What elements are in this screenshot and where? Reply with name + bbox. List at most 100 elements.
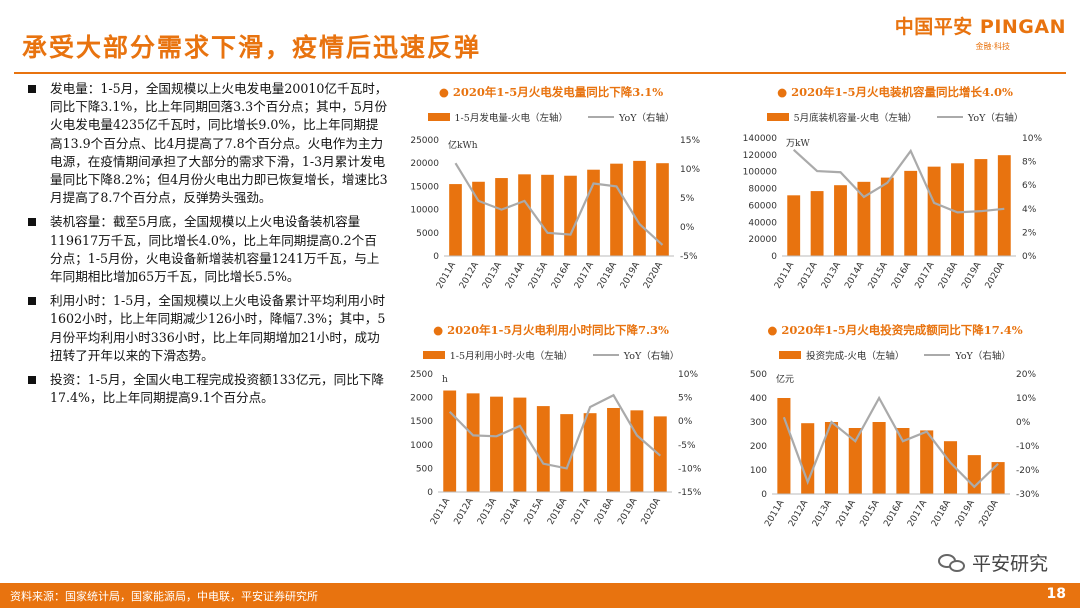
bar-2013A	[490, 396, 503, 492]
x-tick-label: 2020A	[984, 260, 1008, 291]
legend-bar: 1-5月利用小时-火电（左轴）	[422, 348, 573, 362]
bar-2020A	[656, 163, 669, 256]
bar-2017A	[583, 413, 597, 492]
y-tick-label: 500	[750, 370, 767, 380]
bar-2020A	[997, 155, 1011, 256]
chart-legend: 5月底装机容量-火电（左轴） YoY（右轴）	[730, 110, 1060, 124]
x-tick-label: 2018A	[596, 260, 620, 291]
bar-2013A	[834, 185, 847, 256]
y-tick-label: 400	[750, 394, 767, 404]
bar-2019A	[633, 160, 646, 256]
bar-2016A	[560, 414, 574, 492]
bar-2016A	[896, 428, 910, 494]
x-tick-label: 2012A	[453, 496, 477, 527]
legend-line-label: YoY（右轴）	[955, 351, 1011, 362]
y2-tick-label: -10%	[1016, 442, 1040, 452]
bullet-utilization-hours: 利用小时：1-5月，全国规模以上火电设备累计平均利用小时1602小时，比上年同期…	[28, 292, 388, 365]
chart-svg: 0 5000 10000 15000 20000 25000 -5% 0% 5% 10% 15% 亿k…	[410, 136, 700, 291]
bar-2017A	[927, 166, 941, 256]
bar-2019A	[630, 410, 644, 492]
chart-legend: 1-5月发电量-火电（左轴） YoY（右轴）	[396, 110, 706, 124]
bullet-marker-icon	[28, 85, 36, 93]
logo: 中国平安 PINGAN 金融·科技	[895, 12, 1066, 52]
y2-tick-label: 10%	[680, 165, 700, 175]
y-unit-label: 亿元	[776, 373, 794, 385]
x-tick-label: 2014A	[504, 260, 528, 291]
y2-tick-label: 0%	[1016, 418, 1031, 428]
x-tick-label: 2016A	[550, 260, 574, 291]
x-tick-label: 2020A	[978, 498, 1002, 529]
y-tick-label: 60000	[748, 201, 777, 211]
x-tick-label: 2011A	[763, 498, 787, 529]
bullet-installed-capacity: 装机容量：截至5月底，全国规模以上火电设备装机容量119617万千瓦，同比增长4…	[28, 213, 388, 286]
chart-title-text: 2020年1-5月火电发电量同比下降3.1%	[452, 85, 664, 99]
x-tick-label: 2013A	[481, 260, 505, 291]
x-tick-label: 2014A	[499, 496, 523, 527]
bar-2015A	[880, 177, 894, 256]
bar-2018A	[951, 163, 964, 256]
x-tick-label: 2018A	[930, 498, 954, 529]
y-tick-label: 0	[427, 488, 433, 498]
bar-2017A	[920, 430, 934, 494]
chart-power-generation: ● 2020年1-5月火电发电量同比下降3.1% 1-5月发电量-火电（左轴） …	[396, 84, 706, 294]
bar-2015A	[541, 174, 554, 256]
legend-line-swatch	[936, 116, 963, 118]
bullet-investment: 投资：1-5月，全国火电工程完成投资额133亿元，同比下降17.4%，比上年同期…	[28, 371, 388, 407]
y-tick-label: 200	[750, 442, 767, 452]
legend-bar-swatch	[427, 113, 450, 121]
source-note: 资料来源：国家统计局，国家能源局，中电联，平安证券研究所	[10, 590, 318, 603]
bar-2018A	[610, 163, 623, 256]
legend-line-label: YoY（右轴）	[623, 351, 680, 362]
y-tick-label: 20000	[410, 159, 439, 169]
x-tick-label: 2017A	[914, 260, 938, 291]
bullet-text: 发电量：1-5月，全国规模以上火电发电量20010亿千瓦时，同比下降3.1%，比…	[50, 81, 388, 206]
y2-tick-label: -10%	[678, 464, 702, 474]
yoy-line	[454, 162, 664, 246]
x-tick-label: 2020A	[642, 260, 666, 291]
y-tick-label: 1500	[410, 417, 433, 427]
bar-2020A	[653, 416, 667, 492]
y2-tick-label: 0%	[678, 417, 693, 427]
bullet-marker-icon	[28, 376, 36, 385]
legend-line: YoY（右轴）	[592, 348, 680, 362]
y-tick-label: 120000	[743, 151, 778, 161]
bar-2012A	[472, 181, 485, 256]
y2-tick-label: 0%	[680, 223, 695, 233]
header-divider	[14, 72, 1066, 74]
legend-bar: 1-5月发电量-火电（左轴）	[427, 110, 569, 124]
y-tick-label: 500	[416, 464, 433, 474]
legend-line: YoY（右轴）	[924, 348, 1011, 362]
x-tick-label: 2015A	[867, 260, 891, 291]
y2-tick-label: 10%	[1022, 134, 1042, 144]
chart-svg: 0 500 1000 1500 2000 2500 -15% -10% -5% 0% 5% 10% h 2…	[410, 370, 702, 527]
x-tick-label: 2018A	[937, 260, 961, 291]
chart-svg: 0 100 200 300 400 500 -30% -20% -10% 0% 10% 20% 亿元 20…	[750, 370, 1040, 529]
bar-2012A	[810, 191, 824, 256]
bar-2011A	[449, 184, 462, 256]
legend-line-swatch	[924, 354, 951, 356]
legend-bar-label: 1-5月发电量-火电（左轴）	[454, 113, 569, 124]
y-unit-label: 亿kWh	[448, 139, 478, 151]
x-tick-label: 2015A	[523, 496, 547, 527]
bar-2012A	[466, 393, 480, 492]
y-tick-label: 300	[750, 418, 767, 428]
y-tick-label: 1000	[410, 441, 433, 451]
yoy-line	[448, 393, 662, 470]
legend-bar-swatch	[779, 351, 802, 359]
y2-tick-label: 8%	[1022, 158, 1037, 168]
bar-2014A	[518, 174, 531, 256]
chart-title: ● 2020年1-5月火电投资完成额同比下降17.4%	[767, 323, 1023, 337]
x-tick-label: 2011A	[435, 260, 459, 291]
x-tick-label: 2017A	[570, 496, 594, 527]
legend-line-label: YoY（右轴）	[619, 113, 675, 124]
wechat-name: 平安研究	[971, 553, 1048, 575]
y-tick-label: 2000	[410, 394, 433, 404]
bar-2011A	[443, 390, 457, 492]
x-tick-label: 2015A	[859, 498, 883, 529]
legend-bar-label: 投资完成-火电（左轴）	[806, 351, 905, 362]
page-title: 承受大部分需求下滑，疫情后迅速反弹	[22, 33, 482, 62]
x-tick-label: 2020A	[640, 496, 664, 527]
y-tick-label: 10000	[410, 206, 439, 216]
x-tick-label: 2011A	[773, 260, 797, 291]
legend-bar-label: 1-5月利用小时-火电（左轴）	[449, 351, 573, 362]
